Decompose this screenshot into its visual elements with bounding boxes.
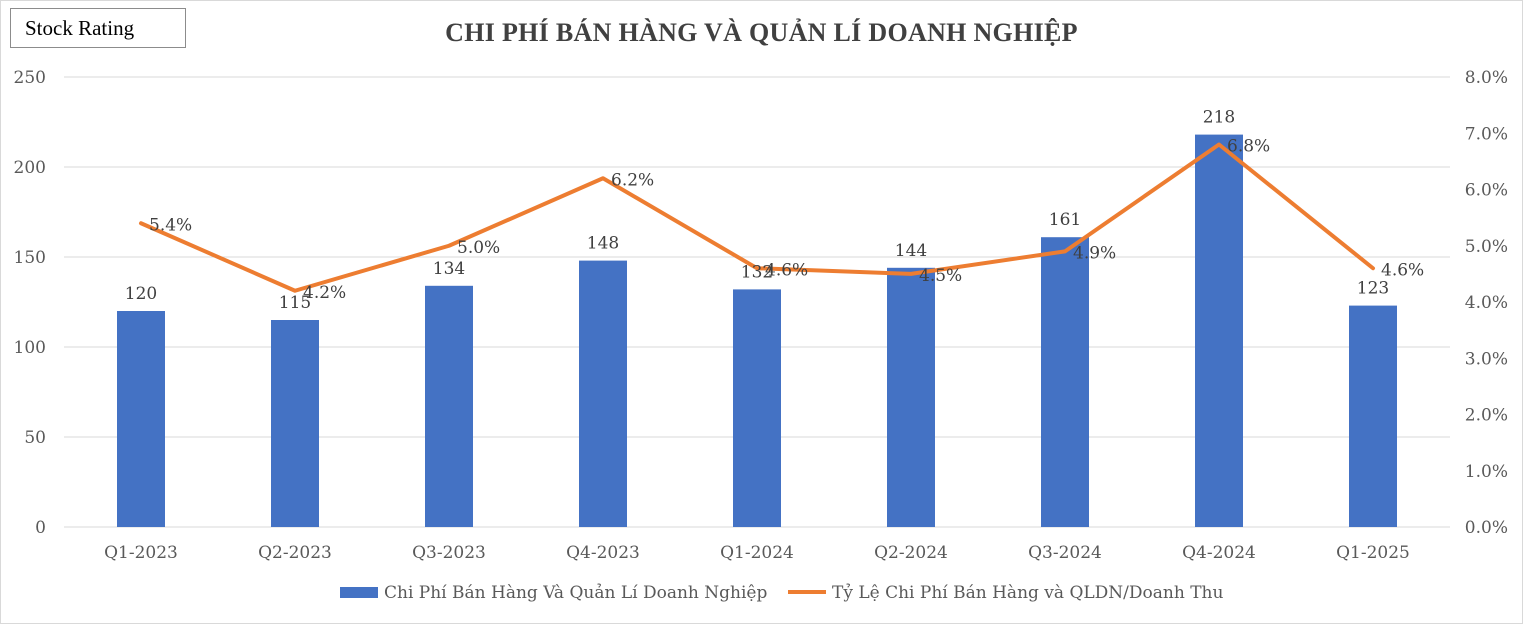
axis-ticks: 0 50 100 150 200 250 0.0% 1.0% 2.0% 3.0% 4.0% 5.0% 6…: [14, 68, 1508, 563]
x-tick-label: Q3-2024: [1028, 543, 1102, 563]
x-tick-label: Q1-2024: [720, 543, 794, 563]
y-right-tick-label: 4.0%: [1465, 293, 1508, 313]
chart-title: CHI PHÍ BÁN HÀNG VÀ QUẢN LÍ DOANH NGHIỆP: [445, 18, 1078, 47]
line-data-label: 6.2%: [611, 170, 654, 190]
y-left-tick-label: 50: [24, 428, 46, 448]
x-tick-label: Q4-2023: [566, 543, 640, 563]
line-series: [139, 142, 1375, 293]
line-data-label: 4.5%: [919, 266, 962, 286]
y-right-tick-label: 2.0%: [1465, 406, 1508, 426]
bar: [425, 285, 473, 527]
bar-data-label: 144: [895, 241, 927, 261]
bar-series: [117, 134, 1397, 527]
bar: [1195, 134, 1243, 527]
bar-data-label: 123: [1357, 279, 1389, 299]
y-right-tick-label: 5.0%: [1465, 237, 1508, 257]
y-left-tick-label: 200: [14, 158, 46, 178]
x-tick-label: Q4-2024: [1182, 543, 1256, 563]
line-data-label: 4.9%: [1073, 243, 1116, 263]
bar: [1041, 237, 1089, 527]
y-right-tick-label: 6.0%: [1465, 181, 1508, 201]
x-tick-label: Q2-2023: [258, 543, 332, 563]
y-right-tick-label: 1.0%: [1465, 462, 1508, 482]
bar-data-label: 120: [125, 284, 157, 304]
x-tick-label: Q1-2023: [104, 543, 178, 563]
legend-label-line: Tỷ Lệ Chi Phí Bán Hàng và QLDN/Doanh Thu: [832, 583, 1223, 603]
y-right-tick-label: 0.0%: [1465, 518, 1508, 538]
legend-swatch-bars: [340, 587, 378, 598]
line-data-label: 4.6%: [1381, 260, 1424, 280]
y-right-tick-label: 7.0%: [1465, 124, 1508, 144]
line-data-label: 5.0%: [457, 238, 500, 258]
y-left-tick-label: 0: [35, 518, 46, 538]
y-left-tick-label: 250: [14, 68, 46, 88]
bar-data-label: 218: [1203, 108, 1235, 128]
bar: [117, 311, 165, 527]
y-right-tick-label: 3.0%: [1465, 349, 1508, 369]
bar-data-label: 115: [279, 293, 311, 313]
y-right-tick-label: 8.0%: [1465, 68, 1508, 88]
x-tick-label: Q3-2023: [412, 543, 486, 563]
bar-data-label: 132: [741, 262, 773, 282]
y-left-tick-label: 100: [14, 338, 46, 358]
bar: [1349, 305, 1397, 527]
bar: [733, 289, 781, 527]
bar-data-label: 148: [587, 234, 619, 254]
bar: [271, 320, 319, 527]
stock-rating-badge: Stock Rating: [10, 8, 186, 48]
legend-label-bars: Chi Phí Bán Hàng Và Quản Lí Doanh Nghiệp: [384, 583, 767, 603]
line-data-label: 6.8%: [1227, 137, 1270, 157]
legend: Chi Phí Bán Hàng Và Quản Lí Doanh Nghiệp…: [340, 583, 1223, 603]
line-data-label: 5.4%: [149, 215, 192, 235]
data-labels: 120 115 134 148 132 144 161 218 123 5.4% 4.2% 5.0% 6…: [125, 108, 1424, 313]
x-tick-label: Q1-2025: [1336, 543, 1410, 563]
bar-data-label: 134: [433, 259, 465, 279]
line-data-label: 4.2%: [303, 283, 346, 303]
line-data-label: 4.6%: [765, 260, 808, 280]
bar-data-label: 161: [1049, 210, 1081, 230]
x-tick-label: Q2-2024: [874, 543, 948, 563]
y-left-tick-label: 150: [14, 248, 46, 268]
bar: [579, 260, 627, 527]
bar: [887, 267, 935, 527]
